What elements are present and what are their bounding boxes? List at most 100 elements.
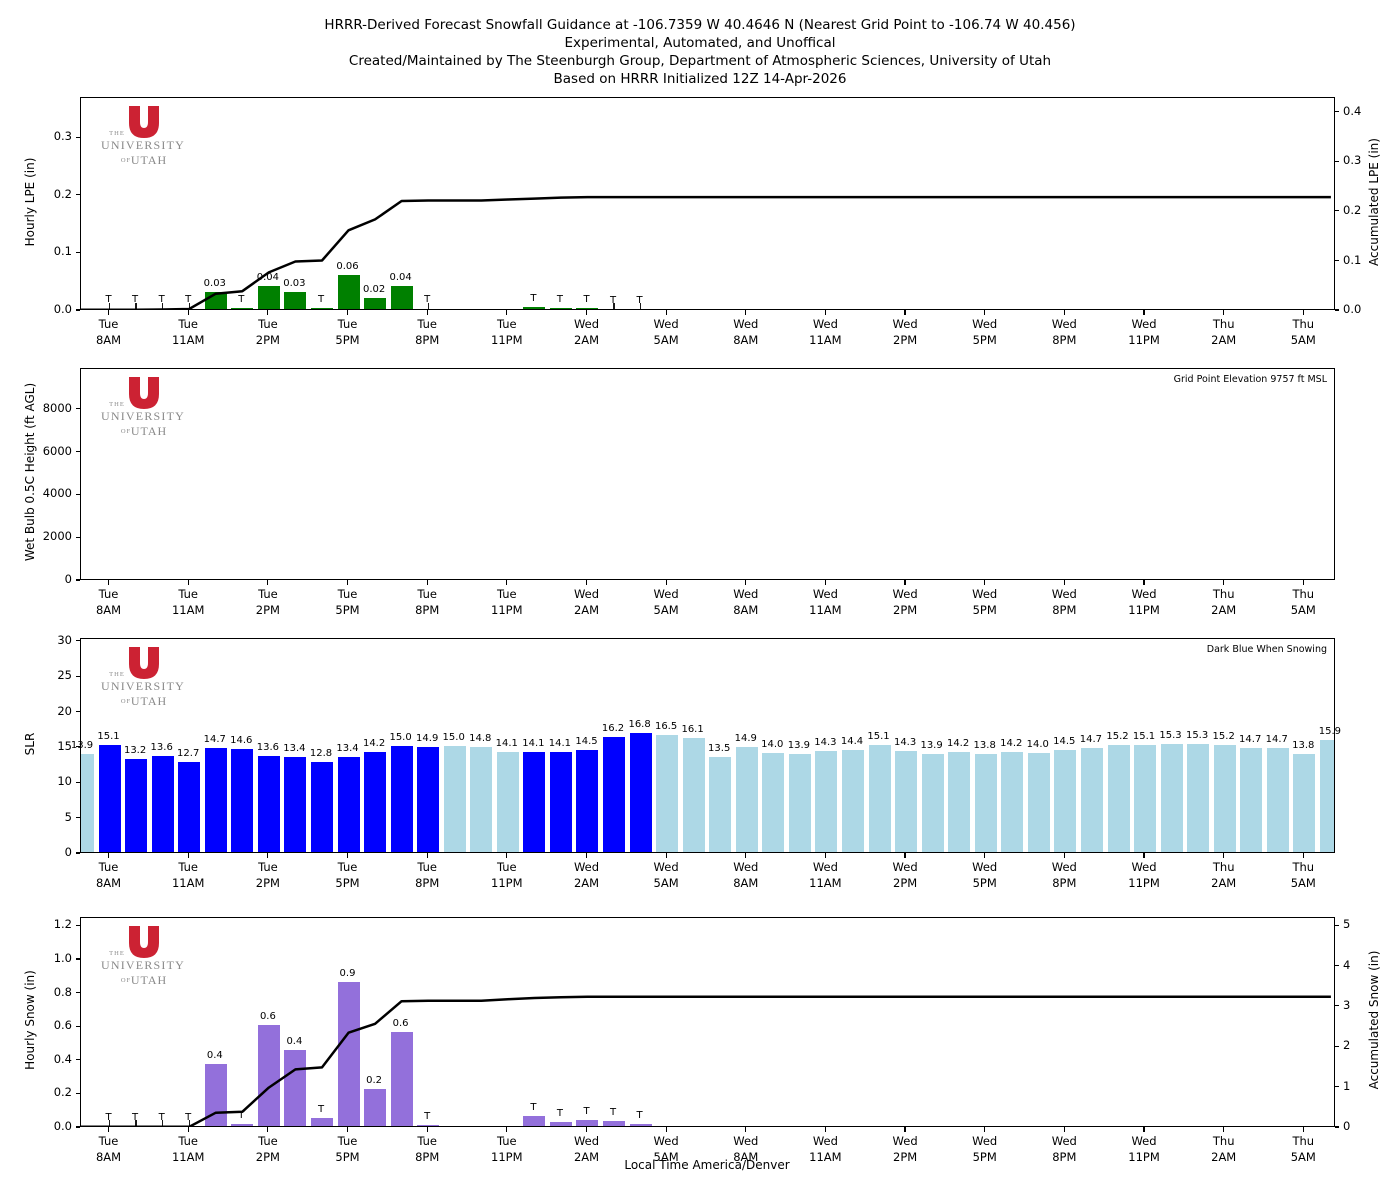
slr-bar (1266, 748, 1289, 852)
slr-value-label: 16.5 (654, 721, 678, 733)
x-tick-day: Tue (178, 317, 199, 331)
x-tickmark (426, 1127, 428, 1132)
hourly-lpe-accumulated-line (81, 195, 1331, 309)
x-tick-time: 8AM (733, 333, 759, 347)
slr-value-label: 15.2 (1106, 730, 1129, 742)
slr-bar (815, 750, 838, 852)
hourly-snow-bar (629, 1124, 652, 1126)
x-tick-day: Wed (653, 587, 679, 601)
slr-value-label: 16.2 (601, 723, 625, 735)
x-tick-time: 11AM (171, 603, 205, 617)
x-tickmark (107, 853, 110, 858)
x-tick-day: Wed (653, 1134, 679, 1148)
hourly-lpe-bar (549, 307, 572, 309)
x-tick-day: Tue (178, 587, 199, 601)
x-tickmark (984, 1127, 986, 1132)
slr-value-label: 16.1 (681, 724, 704, 736)
slr-bar (337, 757, 360, 852)
x-tick-day: Tue (98, 860, 119, 874)
x-tick-time: 8AM (95, 1150, 122, 1164)
x-tick-day: Wed (1131, 1134, 1157, 1148)
slr-bar (603, 737, 625, 852)
y-tick-label: 0.1 (53, 244, 72, 259)
y-tickmark (76, 1126, 80, 1128)
y-tick-label-right: 1 (1343, 1078, 1351, 1093)
slr-value-label: 13.9 (787, 739, 811, 751)
x-tick-time: 2AM (1211, 333, 1237, 347)
hourly-lpe-value-label: T (636, 295, 643, 306)
slr-value-label: 15.3 (1185, 729, 1209, 741)
slr-value-label: 14.7 (1265, 734, 1288, 745)
x-tick-day: Thu (1212, 860, 1235, 874)
x-tickmark (824, 1127, 827, 1132)
slr-value-label: 14.9 (734, 732, 757, 744)
y-tickmark (76, 711, 80, 713)
x-tick-day: Tue (258, 587, 278, 601)
y-tickmark-right (1335, 309, 1339, 311)
logo-text: UNIVERSITY (101, 958, 185, 972)
slr-bar (81, 753, 94, 852)
hourly-lpe-value-label: T (185, 294, 192, 306)
x-tick-time: 2PM (893, 1150, 918, 1164)
hourly-lpe-ylabel-left: Hourly LPE (in) (23, 157, 37, 246)
y-tick-label: 20 (57, 703, 72, 718)
hourly-lpe-bar (231, 307, 254, 309)
y-tick-label: 2000 (42, 529, 72, 544)
x-tickmark (745, 580, 747, 585)
x-tick-day: Wed (733, 1134, 759, 1148)
slr-bar (125, 758, 148, 852)
x-tickmark (346, 853, 349, 858)
x-tickmark (585, 1127, 588, 1132)
y-tickmark (76, 536, 80, 538)
slr-bar (895, 750, 918, 852)
x-tickmark (187, 580, 189, 585)
hourly-lpe-value-label: T (317, 293, 325, 305)
x-tickmark (665, 310, 667, 315)
slr-value-label: 13.4 (283, 743, 306, 755)
x-tick-time: 2AM (1211, 603, 1237, 617)
slr-value-label: 14.0 (761, 739, 784, 750)
slr-value-label: 14.4 (840, 736, 864, 748)
plot-area-slr (81, 639, 1334, 852)
slr-value-label: 14.7 (1079, 734, 1103, 745)
x-tick-day: Wed (733, 317, 759, 331)
x-tick-day: Tue (496, 587, 517, 601)
slr-bar (151, 755, 174, 852)
hourly-lpe-value-label: T (609, 295, 617, 306)
slr-bar (682, 738, 705, 852)
slr-value-label: 14.8 (469, 733, 492, 745)
slr-bar (178, 762, 201, 852)
y-tickmark (76, 924, 80, 926)
slr-bar (1027, 753, 1050, 852)
title-line-3: Created/Maintained by The Steenburgh Gro… (348, 53, 1052, 69)
slr-value-label: 15.1 (1132, 731, 1156, 743)
x-tick-time: 5AM (653, 333, 679, 347)
y-tick-label: 4000 (42, 486, 72, 501)
x-tickmark (745, 1127, 747, 1132)
x-tickmark (585, 310, 588, 315)
y-tick-label: 8000 (42, 400, 72, 415)
hourly-snow-bar (204, 1063, 227, 1126)
y-tick-label-right: 2 (1343, 1038, 1351, 1053)
slr-value-label: 16.8 (628, 719, 651, 731)
hourly-lpe-bar (257, 286, 280, 309)
title-line-2: Experimental, Automated, and Unoffical (564, 35, 836, 51)
x-tick-day: Wed (733, 587, 759, 601)
y-tickmark (76, 781, 80, 783)
x-tick-day: Wed (653, 317, 679, 331)
logo-text: THE (109, 130, 125, 137)
logo-text: OF (121, 428, 131, 435)
x-tick-time: 5AM (1290, 333, 1316, 347)
slr-bar (98, 745, 121, 852)
slr-bar (788, 753, 811, 852)
slr-value-label: 13.2 (123, 744, 147, 756)
x-tick-time: 11PM (491, 333, 523, 347)
hourly-snow-value-label: 0.2 (366, 1075, 383, 1086)
x-tickmark (1143, 310, 1145, 315)
slr-bar (1054, 749, 1077, 852)
y-tick-label: 6000 (42, 443, 72, 458)
x-tickmark (904, 580, 906, 585)
x-tickmark (745, 853, 747, 858)
x-tick-time: 8PM (1052, 1150, 1077, 1164)
